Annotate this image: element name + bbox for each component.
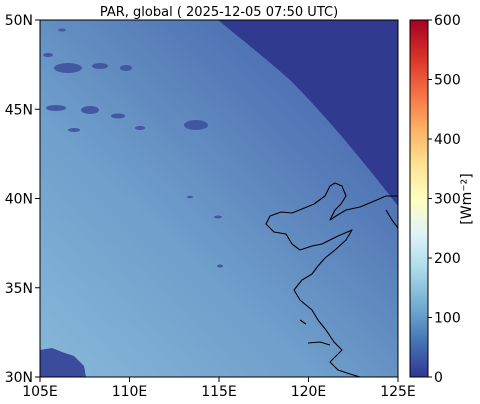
cloud-patch-southwest bbox=[40, 348, 86, 377]
x-tick-label: 110E bbox=[112, 384, 148, 400]
x-tick-label: 125E bbox=[380, 384, 416, 400]
colorbar-tick-label: 400 bbox=[434, 132, 461, 148]
x-axis: 105E 110E 115E 120E 125E bbox=[22, 377, 416, 400]
map-panel bbox=[40, 20, 398, 377]
colorbar-tick-label: 100 bbox=[434, 311, 461, 327]
colorbar-tick-label: 500 bbox=[434, 73, 461, 89]
colorbar-tick-label: 200 bbox=[434, 251, 461, 267]
x-tick-label: 120E bbox=[291, 384, 327, 400]
night-region bbox=[218, 20, 398, 206]
colorbar-tick-label: 300 bbox=[434, 192, 461, 208]
x-tick-label: 105E bbox=[22, 384, 58, 400]
colorbar-ticks: 0 100 200 300 400 500 600 bbox=[428, 13, 461, 386]
colorbar-label: [Wm⁻²] bbox=[459, 173, 475, 224]
colorbar-tick-label: 0 bbox=[434, 370, 443, 386]
y-tick-label: 40N bbox=[5, 192, 33, 208]
map-title: PAR, global ( 2025-12-05 07:50 UTC) bbox=[100, 5, 338, 20]
colorbar: 0 100 200 300 400 500 600 [Wm⁻²] bbox=[409, 13, 475, 386]
coastline bbox=[265, 182, 398, 377]
y-tick-label: 50N bbox=[5, 13, 33, 29]
colorbar-tick-label: 600 bbox=[434, 13, 461, 29]
y-tick-label: 45N bbox=[5, 102, 33, 118]
colorbar-scale bbox=[409, 19, 429, 378]
cloud-patches bbox=[43, 28, 223, 268]
x-tick-label: 115E bbox=[201, 384, 237, 400]
y-tick-label: 30N bbox=[5, 370, 33, 386]
y-tick-label: 35N bbox=[5, 281, 33, 297]
y-axis: 30N 35N 40N 45N 50N bbox=[5, 13, 40, 386]
